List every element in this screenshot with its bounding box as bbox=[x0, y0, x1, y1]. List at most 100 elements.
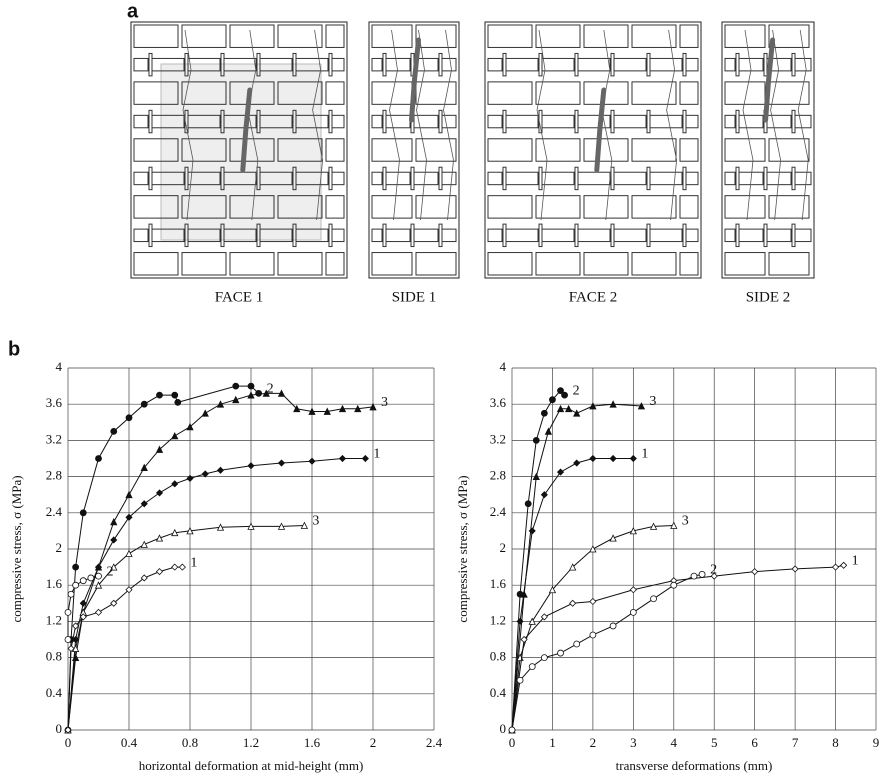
brick bbox=[415, 138, 457, 162]
marker bbox=[524, 500, 532, 508]
crack bbox=[770, 29, 782, 221]
wall bbox=[721, 21, 815, 279]
marker bbox=[649, 522, 658, 530]
brick bbox=[229, 138, 275, 162]
marker bbox=[670, 521, 678, 529]
brick bbox=[794, 171, 812, 186]
marker bbox=[354, 404, 362, 413]
brick bbox=[679, 81, 699, 105]
marker bbox=[140, 574, 148, 582]
marker bbox=[589, 631, 597, 639]
brick bbox=[181, 252, 227, 276]
brick bbox=[331, 171, 345, 186]
brick bbox=[295, 171, 329, 186]
marker bbox=[72, 581, 80, 589]
brick bbox=[277, 24, 323, 48]
brick bbox=[487, 171, 503, 186]
series-label: 2 bbox=[267, 382, 274, 397]
y-tick-label: 2.4 bbox=[490, 504, 507, 519]
y-tick-label: 3.2 bbox=[46, 431, 62, 446]
y-tick-label: 3.6 bbox=[46, 395, 63, 410]
marker bbox=[528, 617, 536, 625]
marker bbox=[670, 581, 678, 589]
marker bbox=[540, 654, 548, 661]
brick bbox=[768, 24, 810, 48]
brick bbox=[259, 228, 293, 243]
marker bbox=[690, 572, 698, 580]
brick bbox=[583, 252, 629, 276]
marker bbox=[650, 595, 657, 603]
series-line bbox=[511, 403, 642, 731]
marker bbox=[609, 400, 617, 408]
brick bbox=[577, 114, 611, 129]
wall bbox=[130, 21, 348, 279]
y-tick-label: 2.8 bbox=[46, 468, 62, 483]
brick bbox=[613, 228, 647, 243]
marker bbox=[186, 422, 194, 431]
brick bbox=[187, 171, 221, 186]
brick bbox=[133, 114, 149, 129]
marker bbox=[573, 640, 581, 648]
series-label: 1 bbox=[190, 555, 197, 570]
brick bbox=[371, 81, 413, 105]
marker bbox=[155, 534, 164, 542]
brick bbox=[649, 57, 683, 72]
marker bbox=[95, 572, 102, 580]
brick bbox=[413, 171, 439, 186]
marker bbox=[125, 549, 133, 557]
brick bbox=[724, 24, 766, 48]
marker bbox=[589, 402, 597, 410]
marker bbox=[79, 577, 87, 585]
series-label: 2 bbox=[107, 564, 114, 579]
series-line bbox=[67, 524, 305, 731]
marker bbox=[338, 454, 347, 463]
brick bbox=[295, 228, 329, 243]
brick bbox=[331, 114, 345, 129]
brick bbox=[487, 81, 533, 105]
marker bbox=[629, 608, 637, 616]
brick bbox=[151, 57, 185, 72]
marker bbox=[110, 599, 118, 607]
crack bbox=[666, 29, 678, 221]
marker bbox=[361, 454, 369, 463]
brick bbox=[535, 195, 581, 219]
y-tick-label: 0.8 bbox=[46, 649, 62, 664]
marker bbox=[609, 534, 617, 542]
brick bbox=[325, 81, 345, 105]
marker bbox=[293, 404, 301, 413]
brick bbox=[487, 195, 533, 219]
brick bbox=[151, 171, 185, 186]
major-crack bbox=[240, 87, 253, 173]
x-tick-label: 6 bbox=[751, 735, 758, 750]
brick bbox=[649, 114, 683, 129]
marker bbox=[79, 613, 87, 621]
marker bbox=[140, 463, 148, 471]
series-line bbox=[511, 564, 844, 731]
crack bbox=[389, 29, 400, 221]
x-tick-label: 5 bbox=[711, 735, 718, 750]
crack bbox=[312, 29, 324, 221]
brick bbox=[766, 57, 792, 72]
wall-label: FACE 1 bbox=[215, 289, 263, 305]
marker bbox=[216, 466, 225, 474]
crack bbox=[797, 29, 809, 221]
brick bbox=[487, 114, 503, 129]
marker bbox=[532, 472, 540, 480]
marker bbox=[64, 726, 72, 734]
marker bbox=[629, 454, 637, 463]
marker bbox=[156, 391, 163, 399]
brick bbox=[259, 57, 293, 72]
series-line bbox=[67, 392, 374, 731]
marker bbox=[171, 563, 179, 571]
marker bbox=[544, 427, 553, 435]
marker bbox=[561, 391, 568, 399]
y-tick-label: 0 bbox=[56, 721, 63, 736]
x-tick-label: 0 bbox=[65, 735, 72, 750]
marker bbox=[569, 563, 577, 571]
series-line bbox=[67, 458, 366, 731]
brick bbox=[631, 138, 677, 162]
marker bbox=[216, 523, 225, 531]
marker bbox=[125, 513, 133, 521]
marker bbox=[79, 599, 87, 607]
